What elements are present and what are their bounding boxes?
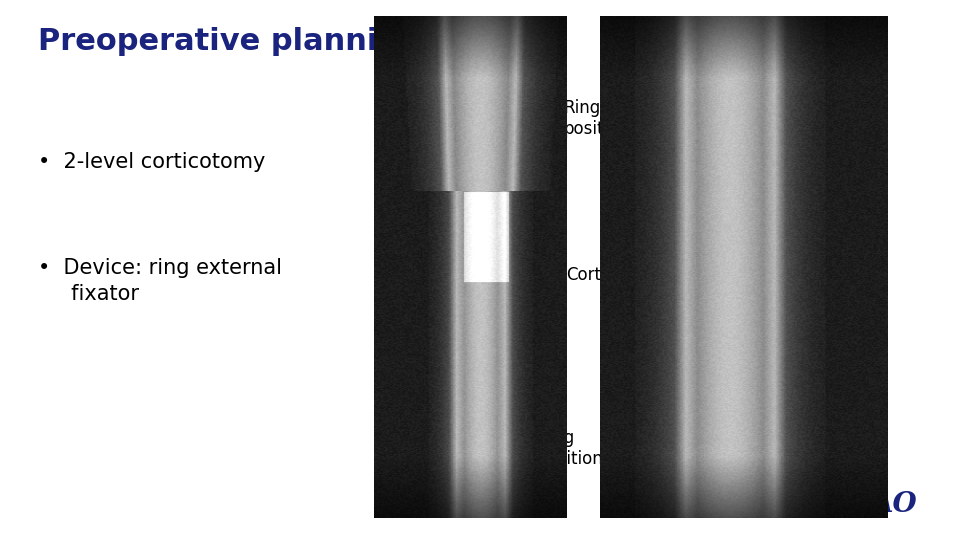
- Text: AO: AO: [871, 491, 917, 518]
- Text: Ring
positions: Ring positions: [538, 429, 612, 468]
- Text: Preoperative planning: Preoperative planning: [38, 27, 421, 56]
- Text: •  Device: ring external
     fixator: • Device: ring external fixator: [38, 258, 282, 304]
- Text: •  2-level corticotomy: • 2-level corticotomy: [38, 152, 266, 172]
- Text: Ring
positions: Ring positions: [564, 99, 638, 138]
- Text: Corticotomy: Corticotomy: [566, 266, 668, 285]
